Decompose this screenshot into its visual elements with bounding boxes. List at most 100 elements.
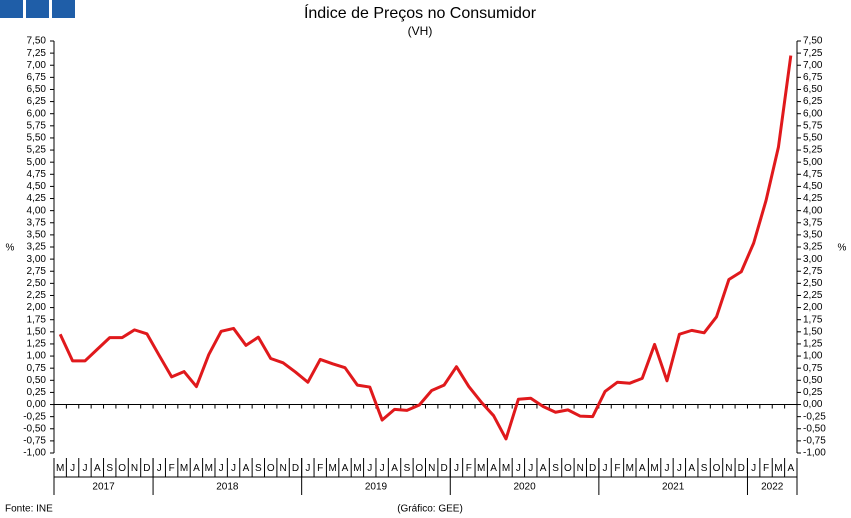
- y2-axis-label: %: [838, 243, 847, 254]
- x-tick-label: J: [664, 463, 669, 474]
- x-tick-label: D: [292, 463, 299, 474]
- x-tick-label: F: [763, 463, 769, 474]
- y-tick-label: 4,25: [27, 193, 47, 204]
- y2-tick-label: 1,75: [803, 314, 823, 325]
- x-tick-label: A: [639, 463, 646, 474]
- y-tick-label: 6,50: [27, 84, 47, 95]
- x-tick-label: M: [502, 463, 510, 474]
- y2-tick-label: 5,00: [803, 157, 823, 168]
- logo-block: [26, 0, 49, 18]
- y2-tick-label: 5,25: [803, 145, 823, 156]
- x-tick-label: M: [477, 463, 485, 474]
- y-tick-label: 4,00: [27, 205, 47, 216]
- y-tick-label: -0,50: [23, 423, 46, 434]
- y2-tick-label: 0,75: [803, 363, 823, 374]
- y-tick-label: 0,75: [27, 363, 47, 374]
- y-tick-label: -0,75: [23, 436, 46, 447]
- y-tick-label: 7,50: [27, 36, 47, 47]
- x-tick-label: D: [440, 463, 447, 474]
- x-tick-label: J: [157, 463, 162, 474]
- x-tick-label: M: [650, 463, 658, 474]
- y2-tick-label: 4,00: [803, 205, 823, 216]
- x-tick-label: A: [243, 463, 250, 474]
- x-tick-label: F: [169, 463, 175, 474]
- x-tick-label: N: [131, 463, 138, 474]
- y2-tick-label: 3,00: [803, 254, 823, 265]
- x-tick-label: S: [552, 463, 559, 474]
- x-tick-label: O: [564, 463, 572, 474]
- x-tick-label: O: [118, 463, 126, 474]
- data-line: [58, 55, 793, 441]
- year-label: 2022: [761, 482, 784, 493]
- x-tick-label: A: [94, 463, 101, 474]
- x-tick-label: F: [614, 463, 620, 474]
- x-tick-label: A: [391, 463, 398, 474]
- y-tick-label: 7,00: [27, 60, 47, 71]
- y-tick-label: 5,50: [27, 133, 47, 144]
- y2-tick-label: 1,50: [803, 326, 823, 337]
- y2-tick-label: 3,25: [803, 242, 823, 253]
- x-tick-label: J: [305, 463, 310, 474]
- y2-tick-label: 1,00: [803, 351, 823, 362]
- y-tick-label: 1,00: [27, 351, 47, 362]
- x-tick-label: J: [380, 463, 385, 474]
- y-tick-label: 6,25: [27, 96, 47, 107]
- x-tick-label: F: [317, 463, 323, 474]
- y2-tick-label: -0,50: [803, 423, 826, 434]
- credit: (Gráfico: GEE): [397, 504, 463, 515]
- y2-tick-label: 0,25: [803, 387, 823, 398]
- year-label: 2020: [513, 482, 536, 493]
- y2-tick-label: 3,75: [803, 217, 823, 228]
- x-tick-label: M: [774, 463, 782, 474]
- year-label: 2021: [662, 482, 685, 493]
- y2-tick-label: 2,00: [803, 302, 823, 313]
- y-tick-label: 3,50: [27, 230, 47, 241]
- logo-block: [52, 0, 75, 18]
- chart-subtitle: (VH): [408, 24, 433, 38]
- x-tick-label: J: [751, 463, 756, 474]
- y-tick-label: 3,25: [27, 242, 47, 253]
- x-tick-label: N: [279, 463, 286, 474]
- y2-tick-label: 4,25: [803, 193, 823, 204]
- y-tick-label: -1,00: [23, 448, 46, 459]
- x-tick-label: M: [328, 463, 336, 474]
- x-tick-label: A: [193, 463, 200, 474]
- y2-tick-label: 6,50: [803, 84, 823, 95]
- y2-tick-label: -1,00: [803, 448, 826, 459]
- y-tick-label: 5,25: [27, 145, 47, 156]
- x-tick-label: S: [255, 463, 262, 474]
- x-tick-label: A: [490, 463, 497, 474]
- x-tick-label: N: [428, 463, 435, 474]
- chart-title: Índice de Preços no Consumidor: [304, 3, 537, 22]
- x-tick-label: J: [454, 463, 459, 474]
- y-tick-label: 2,75: [27, 266, 47, 277]
- x-tick-label: D: [143, 463, 150, 474]
- y-tick-label: 1,25: [27, 339, 47, 350]
- x-tick-label: S: [701, 463, 708, 474]
- x-tick-label: J: [70, 463, 75, 474]
- x-tick-label: N: [577, 463, 584, 474]
- y-tick-label: 4,75: [27, 169, 47, 180]
- x-tick-label: J: [219, 463, 224, 474]
- y-tick-label: 3,00: [27, 254, 47, 265]
- x-tick-label: O: [713, 463, 721, 474]
- y-tick-label: 6,00: [27, 108, 47, 119]
- year-label: 2017: [92, 482, 115, 493]
- y-tick-label: 7,25: [27, 48, 47, 59]
- x-tick-label: F: [466, 463, 472, 474]
- x-tick-label: J: [603, 463, 608, 474]
- y2-tick-label: 6,25: [803, 96, 823, 107]
- source: Fonte: INE: [5, 504, 53, 515]
- y2-tick-label: 1,25: [803, 339, 823, 350]
- y-tick-label: 4,50: [27, 181, 47, 192]
- logo-block: [0, 0, 23, 18]
- y2-tick-label: 6,00: [803, 108, 823, 119]
- x-tick-label: A: [342, 463, 349, 474]
- y-tick-label: 5,75: [27, 120, 47, 131]
- x-tick-label: M: [56, 463, 64, 474]
- y2-tick-label: 2,25: [803, 290, 823, 301]
- x-tick-label: J: [677, 463, 682, 474]
- y2-tick-label: 3,50: [803, 230, 823, 241]
- x-tick-label: A: [787, 463, 794, 474]
